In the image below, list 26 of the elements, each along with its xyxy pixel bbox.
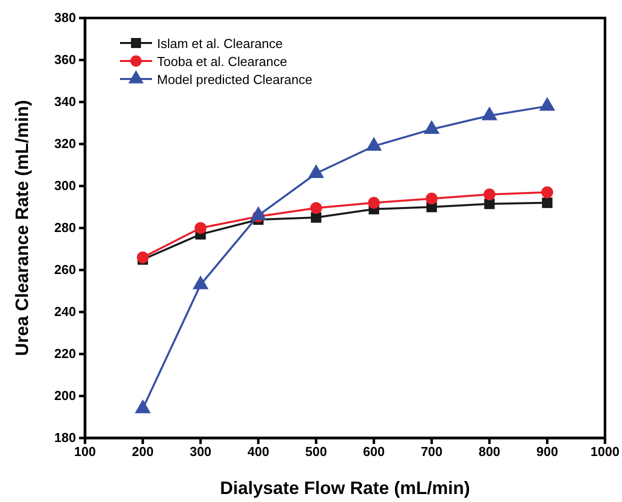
legend-label: Islam et al. Clearance bbox=[157, 36, 283, 51]
x-axis-title: Dialysate Flow Rate (mL/min) bbox=[220, 478, 470, 498]
x-tick-label: 200 bbox=[132, 444, 154, 460]
y-tick-label: 340 bbox=[54, 94, 76, 110]
x-tick-label: 100 bbox=[74, 444, 96, 460]
y-tick-label: 200 bbox=[54, 388, 76, 404]
y-tick-label: 300 bbox=[54, 178, 76, 194]
legend-label: Model predicted Clearance bbox=[157, 72, 312, 87]
x-tick-label: 800 bbox=[478, 444, 500, 460]
y-tick-label: 240 bbox=[54, 304, 76, 320]
x-tick-label: 500 bbox=[305, 444, 327, 460]
y-tick-label: 320 bbox=[54, 136, 76, 152]
y-axis-title: Urea Clearance Rate (mL/min) bbox=[12, 100, 32, 356]
x-tick-label: 900 bbox=[536, 444, 558, 460]
x-tick-label: 600 bbox=[363, 444, 385, 460]
legend-label: Tooba et al. Clearance bbox=[157, 54, 288, 69]
x-tick-label: 700 bbox=[420, 444, 443, 460]
y-tick-label: 260 bbox=[54, 262, 76, 278]
x-tick-label: 300 bbox=[190, 444, 212, 460]
y-tick-label: 360 bbox=[54, 52, 76, 68]
y-tick-label: 220 bbox=[54, 346, 76, 362]
y-tick-label: 180 bbox=[54, 430, 76, 446]
x-tick-label: 400 bbox=[247, 444, 270, 460]
y-tick-label: 280 bbox=[54, 220, 76, 236]
y-tick-label: 380 bbox=[54, 10, 76, 26]
x-tick-label: 1000 bbox=[590, 444, 620, 460]
